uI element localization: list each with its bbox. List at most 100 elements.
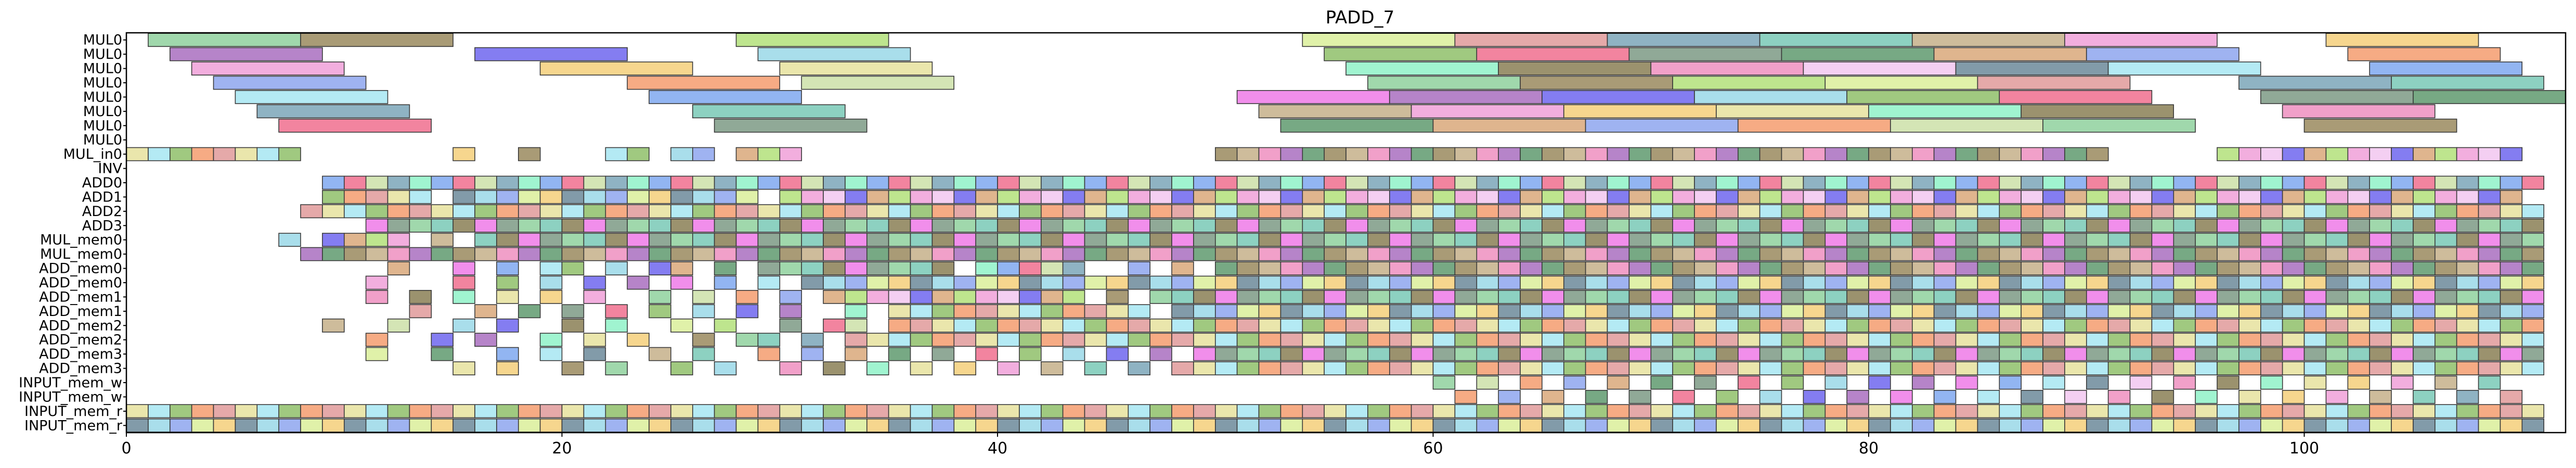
task-block bbox=[1868, 247, 1891, 261]
task-block bbox=[1868, 261, 1891, 276]
task-block bbox=[888, 247, 911, 261]
task-block bbox=[2107, 204, 2131, 219]
task-block bbox=[2107, 289, 2131, 304]
task-block bbox=[2347, 275, 2370, 290]
task-block bbox=[1824, 361, 1848, 376]
task-block bbox=[1824, 275, 1848, 290]
task-block bbox=[1367, 147, 1390, 161]
task-bar bbox=[1694, 90, 1847, 104]
task-block bbox=[975, 347, 998, 361]
task-block bbox=[1019, 333, 1042, 347]
task-block bbox=[866, 204, 889, 219]
task-block bbox=[1520, 247, 1543, 261]
task-block bbox=[627, 175, 650, 190]
task-block bbox=[692, 404, 715, 419]
task-block bbox=[670, 361, 693, 376]
task-block bbox=[1258, 261, 1281, 276]
task-block bbox=[2086, 333, 2109, 347]
task-block bbox=[757, 247, 781, 261]
task-block bbox=[2151, 189, 2174, 204]
task-block bbox=[474, 189, 497, 204]
row-label: MUL0 bbox=[83, 61, 122, 77]
task-bar bbox=[1236, 90, 1390, 104]
task-block bbox=[539, 418, 563, 433]
task-block bbox=[1933, 304, 1957, 319]
task-block bbox=[1955, 189, 1978, 204]
task-bar bbox=[1563, 104, 1717, 119]
task-block bbox=[2478, 204, 2501, 219]
task-block bbox=[2282, 347, 2305, 361]
task-bar bbox=[2260, 90, 2414, 104]
task-block bbox=[1563, 304, 1586, 319]
task-block bbox=[2369, 404, 2392, 419]
task-block bbox=[2195, 275, 2218, 290]
task-block bbox=[1999, 333, 2022, 347]
task-block bbox=[452, 247, 475, 261]
task-bar bbox=[2303, 118, 2457, 133]
task-block bbox=[1215, 218, 1238, 233]
task-block bbox=[1890, 418, 1913, 433]
task-block bbox=[1628, 333, 1652, 347]
task-bar bbox=[1933, 47, 2087, 61]
task-block bbox=[2391, 247, 2414, 261]
task-block bbox=[1128, 247, 1151, 261]
task-block bbox=[583, 275, 606, 290]
task-block bbox=[496, 233, 519, 247]
task-block bbox=[1171, 418, 1194, 433]
task-block bbox=[1912, 289, 1935, 304]
task-block bbox=[888, 204, 911, 219]
task-block bbox=[1432, 347, 1456, 361]
task-block bbox=[714, 261, 737, 276]
task-block bbox=[1324, 189, 1347, 204]
task-block bbox=[1106, 404, 1129, 419]
task-block bbox=[1345, 147, 1368, 161]
task-block bbox=[1672, 289, 1695, 304]
task-block bbox=[1302, 247, 1325, 261]
task-block bbox=[823, 204, 846, 219]
task-block bbox=[1672, 404, 1695, 419]
task-block bbox=[910, 404, 933, 419]
task-block bbox=[1106, 418, 1129, 433]
task-block bbox=[714, 275, 737, 290]
row-label: MUL0 bbox=[83, 132, 122, 148]
task-block bbox=[1389, 261, 1412, 276]
task-block bbox=[496, 218, 519, 233]
task-block bbox=[1062, 275, 1085, 290]
task-block bbox=[866, 361, 889, 376]
task-block bbox=[866, 261, 889, 276]
task-bar bbox=[1607, 33, 1761, 47]
task-block bbox=[1149, 418, 1172, 433]
task-block bbox=[2391, 347, 2414, 361]
task-block bbox=[2282, 261, 2305, 276]
task-block bbox=[1476, 361, 1499, 376]
task-block bbox=[627, 247, 650, 261]
task-block bbox=[1476, 147, 1499, 161]
task-block bbox=[1650, 404, 1674, 419]
task-block bbox=[2456, 247, 2479, 261]
task-block bbox=[1694, 347, 1717, 361]
task-block bbox=[627, 418, 650, 433]
task-block bbox=[2521, 233, 2544, 247]
task-block bbox=[1890, 304, 1913, 319]
task-block bbox=[1824, 147, 1848, 161]
task-bar bbox=[1781, 47, 1935, 61]
task-block bbox=[1868, 318, 1891, 333]
task-block bbox=[1738, 261, 1761, 276]
task-block bbox=[1890, 218, 1913, 233]
task-block bbox=[975, 247, 998, 261]
task-block bbox=[2500, 304, 2523, 319]
row-label: INPUT_mem_r bbox=[24, 418, 123, 434]
task-block bbox=[343, 247, 367, 261]
task-block bbox=[452, 261, 475, 276]
task-block bbox=[1628, 418, 1652, 433]
task-bar bbox=[1955, 61, 2109, 76]
task-block bbox=[2434, 289, 2457, 304]
task-block bbox=[1585, 389, 1608, 404]
task-block bbox=[1106, 189, 1129, 204]
task-block bbox=[2303, 418, 2327, 433]
task-block bbox=[1890, 261, 1913, 276]
task-block bbox=[1498, 333, 1521, 347]
task-block bbox=[1345, 418, 1368, 433]
task-block bbox=[2217, 418, 2240, 433]
task-block bbox=[1977, 175, 2000, 190]
